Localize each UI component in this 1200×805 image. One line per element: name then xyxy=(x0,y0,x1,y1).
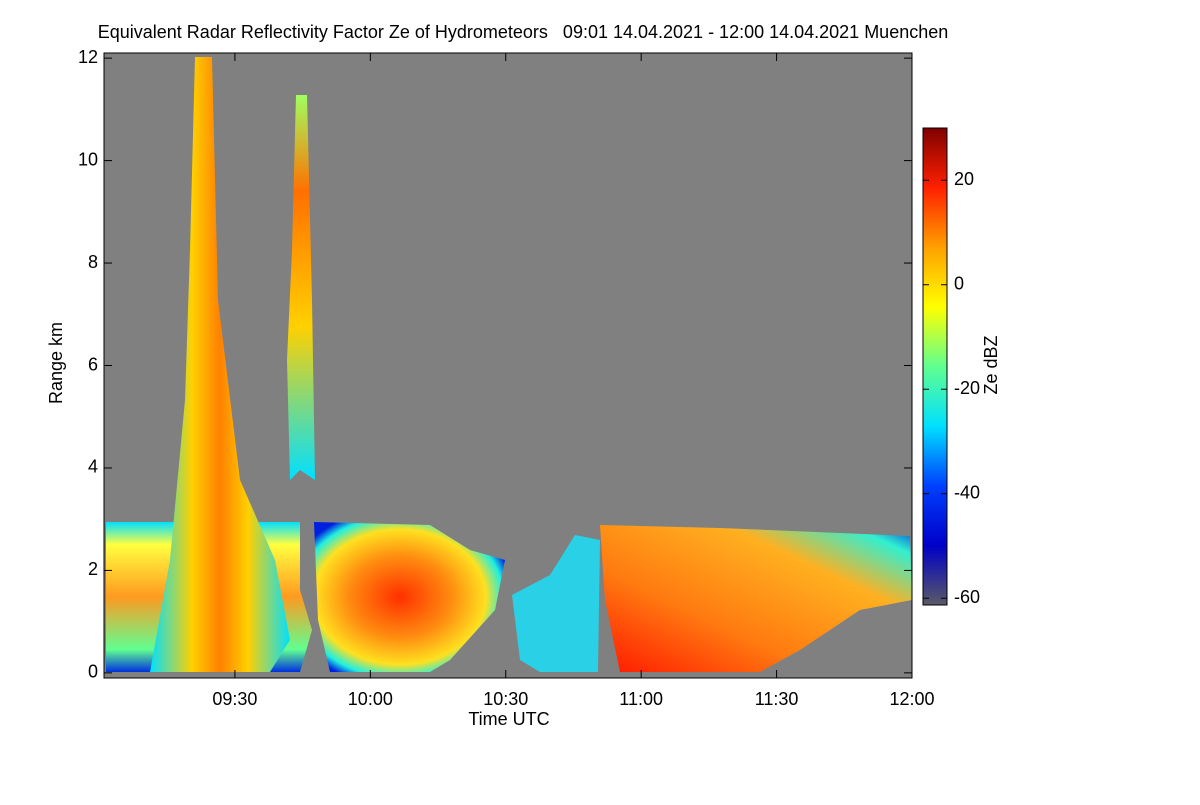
colorbar-tick-label: -60 xyxy=(954,587,980,607)
radar-field xyxy=(106,57,912,672)
x-tick-label: 12:00 xyxy=(889,689,934,709)
x-tick-label: 11:00 xyxy=(619,689,663,709)
x-tick-label: 10:00 xyxy=(348,689,393,709)
chart-title: Equivalent Radar Reflectivity Factor Ze … xyxy=(98,22,949,42)
x-tick-label: 11:30 xyxy=(755,689,799,709)
colorbar-tick-label: -40 xyxy=(954,482,980,502)
y-tick-label: 6 xyxy=(88,354,98,374)
colorbar-tick-label: 20 xyxy=(954,169,974,189)
echo-region xyxy=(150,57,290,672)
x-tick-label: 09:30 xyxy=(212,689,257,709)
echo-region xyxy=(314,522,505,672)
y-tick-label: 8 xyxy=(88,252,98,272)
colorbar-tick-label: -20 xyxy=(954,378,980,398)
y-tick-label: 10 xyxy=(78,149,98,169)
y-tick-label: 2 xyxy=(88,559,98,579)
y-tick-label: 12 xyxy=(78,47,98,67)
x-tick-label: 10:30 xyxy=(483,689,528,709)
colorbar-tick-label: 0 xyxy=(954,273,964,293)
echo-region xyxy=(512,535,600,672)
colorbar xyxy=(922,127,948,606)
echo-region xyxy=(600,525,912,672)
colorbar-label: Ze dBZ xyxy=(981,335,1001,394)
y-axis-label: Range km xyxy=(46,322,66,404)
echo-region xyxy=(287,95,315,480)
y-tick-label: 4 xyxy=(88,457,98,477)
x-axis-label: Time UTC xyxy=(468,709,549,729)
y-tick-label: 0 xyxy=(88,662,98,682)
